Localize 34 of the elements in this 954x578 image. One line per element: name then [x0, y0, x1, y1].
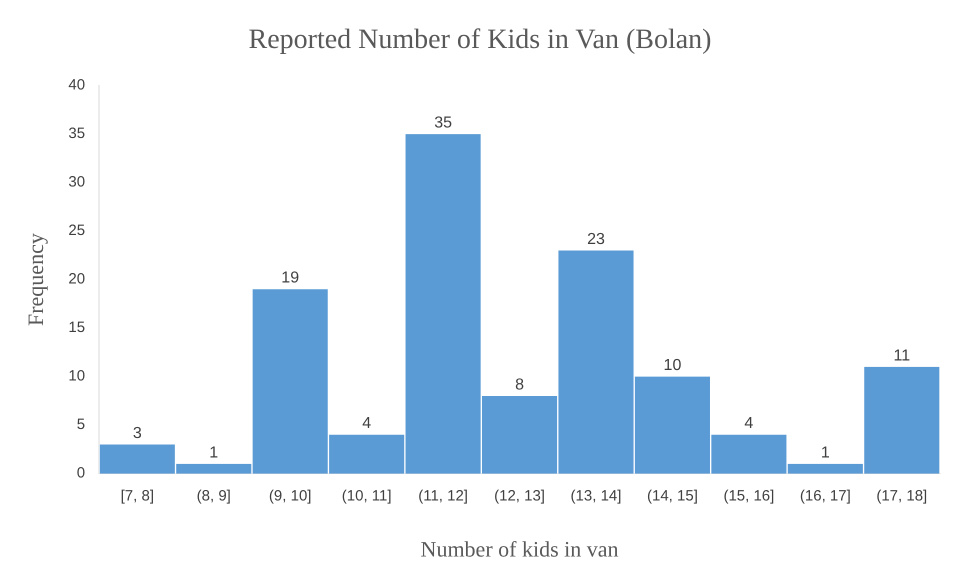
y-tick-label: 15 — [68, 319, 86, 336]
x-axis-title: Number of kids in van — [420, 536, 619, 562]
x-tick-label: (10, 11] — [342, 488, 392, 505]
y-tick-label: 25 — [68, 222, 86, 240]
data-label: 23 — [587, 230, 605, 248]
y-tick-label: 30 — [68, 174, 86, 191]
x-tick-label: (12, 13] — [494, 488, 545, 505]
x-tick-label: (11, 12] — [418, 488, 468, 505]
y-tick-label: 5 — [76, 416, 86, 434]
data-label: 10 — [664, 357, 682, 374]
data-label: 1 — [209, 444, 218, 462]
data-label: 19 — [281, 270, 300, 287]
y-axis-title: Frequency — [22, 233, 48, 326]
x-tick-label: [7, 8] — [120, 488, 154, 505]
x-tick-label: (8, 9] — [196, 488, 231, 505]
data-label: 35 — [434, 114, 452, 132]
data-label: 1 — [820, 444, 830, 462]
x-tick-label: (16, 17] — [800, 488, 851, 505]
y-tick-label: 35 — [68, 125, 86, 142]
data-label: 11 — [893, 347, 910, 364]
x-tick-label: (17, 18] — [876, 488, 928, 505]
data-label: 8 — [515, 376, 524, 394]
chart-title: Reported Number of Kids in Van (Bolan) — [248, 24, 712, 56]
y-tick-label: 20 — [68, 270, 86, 288]
y-tick-label: 0 — [76, 464, 86, 482]
x-tick-label: (9, 10] — [268, 488, 312, 505]
x-tick-label: (14, 15] — [647, 488, 698, 505]
y-tick-label: 10 — [68, 368, 86, 385]
data-label: 3 — [132, 424, 142, 442]
data-label: 4 — [362, 415, 372, 432]
x-tick-label: (15, 16] — [723, 488, 774, 505]
data-label: 4 — [744, 415, 754, 432]
y-tick-label: 40 — [68, 76, 86, 94]
x-tick-label: (13, 14] — [570, 488, 622, 505]
